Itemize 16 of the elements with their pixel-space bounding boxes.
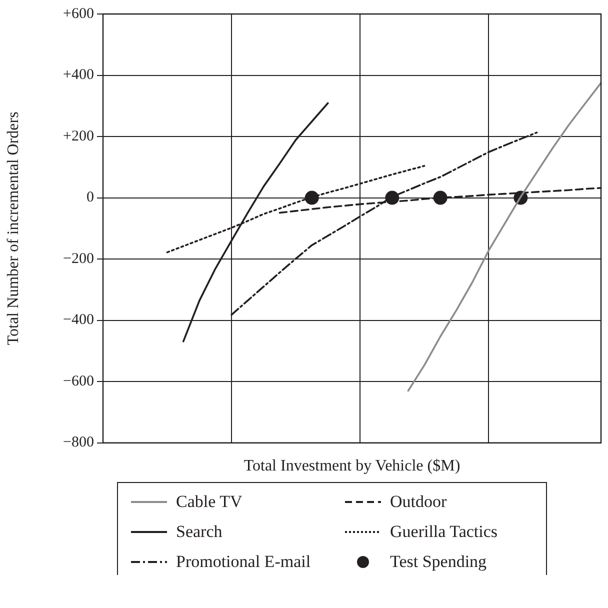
y-tick-label: +600 [63, 6, 94, 22]
legend-label: Test Spending [390, 552, 487, 572]
x-axis-title: Total Investment by Vehicle ($M) [244, 458, 460, 475]
y-axis-title: Total Number of incremental Orders [4, 112, 22, 346]
legend-label: Guerilla Tactics [390, 522, 498, 542]
legend-label: Promotional E-mail [176, 552, 311, 572]
y-tick-label: −600 [63, 373, 94, 390]
legend-label: Cable TV [176, 492, 242, 512]
legend-label: Search [176, 522, 222, 542]
y-tick-label: −400 [63, 312, 94, 328]
y-tick-label: −800 [63, 434, 94, 451]
y-tick-label: −200 [63, 250, 94, 267]
y-tick-label: 0 [86, 190, 94, 206]
y-tick-label: +200 [63, 128, 94, 144]
y-tick-label: +400 [63, 67, 94, 84]
legend-label: Outdoor [390, 492, 447, 512]
